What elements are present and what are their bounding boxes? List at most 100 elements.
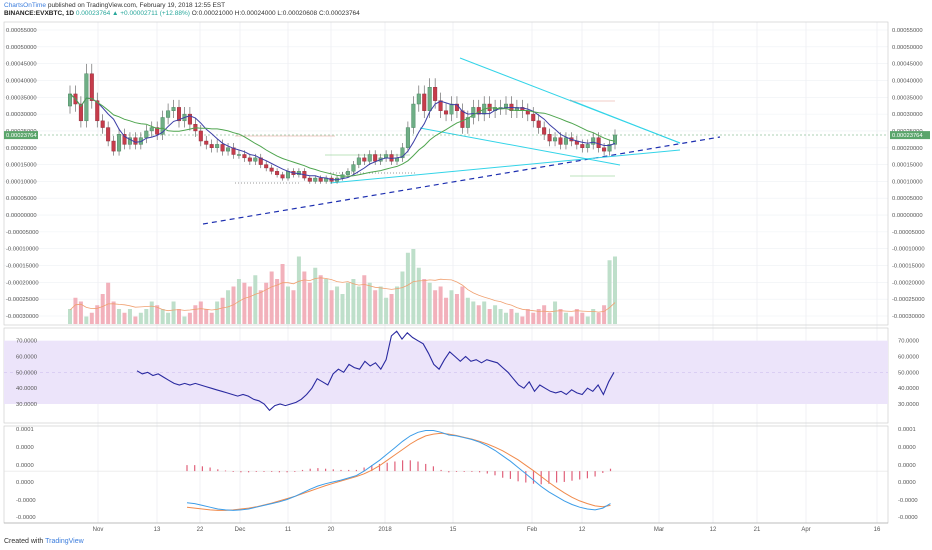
candle-body [596,137,601,148]
candle-body [558,137,563,145]
volume-bar [318,275,323,324]
volume-bar [433,290,438,324]
volume-bar [307,282,312,324]
macd-tick-label-left: -0.0000 [16,515,36,521]
candle-body [411,103,416,128]
price-tick-label-left: -0.00015000 [6,264,39,270]
time-tick-label: 16 [874,527,881,533]
macd-tick-label-left: 0.0000 [16,480,34,486]
volume-bar [182,316,187,324]
macd-tick-label: 0.0000 [898,445,916,451]
price-tick-label: -0.00020000 [892,280,925,286]
volume-bar [563,312,568,324]
time-tick-label: 2018 [378,527,392,533]
volume-bar [476,305,481,324]
macd-histogram-bar [325,468,327,472]
macd-histogram-bar [432,466,434,472]
time-axis: Nov 13 22 Dec 11 20 2018 15 Feb 12 Mar 12 21 Apr 16 [93,527,881,533]
macd-histogram-bar [278,471,280,473]
volume-bar [122,312,127,324]
macd-histogram-bar [240,471,242,473]
volume-bar [204,309,209,324]
pane-frame-3 [3,425,889,524]
candle-body [585,144,590,148]
macd-line [186,430,611,511]
macd-histogram-bar [463,471,465,472]
volume-bar [160,309,165,324]
candle-body [122,134,127,145]
macd-histogram-bar [402,460,404,472]
macd-histogram-bar [471,471,473,472]
macd-histogram-bar [586,471,588,479]
candle-body [504,103,509,108]
macd-histogram-bar [378,463,381,472]
candle-body [204,140,209,145]
pane-frame-1 [3,21,889,326]
volume-bar [373,290,378,324]
rsi-tick-label: 50.0000 [898,370,919,376]
volume-bar [509,309,514,324]
candle-body [242,154,247,159]
tradingview-logo-link[interactable]: TradingView [45,538,84,545]
volume-bar [68,309,72,324]
macd-tick-label: -0.0000 [898,498,918,504]
rsi-tick-label: 70.0000 [898,339,919,345]
time-tick-label: Feb [527,527,538,533]
macd-tick-label: 0.0001 [898,427,916,433]
volume-bar [253,275,258,324]
rsi-line [136,330,615,412]
candle-body [280,174,285,179]
volume-bar [166,312,171,324]
chart-header: ChartsOnTime published on TradingView.co… [4,2,904,18]
volume-bar [291,290,296,324]
volume-bar [553,301,558,324]
price-tick-label: -0.00030000 [892,314,925,320]
candle-body [215,144,220,148]
volume-bar [536,309,541,324]
volume-bar [471,301,476,324]
macd-histogram-bar [271,471,273,472]
last-price-label: 0.00023764 [892,133,923,139]
volume-bar [384,297,389,324]
created-with-text: Created with [4,538,44,545]
macd-histogram-bar [224,470,227,472]
volume-bar [242,282,247,324]
volume-bar [117,309,122,324]
volume-bar [220,297,225,324]
macd-histogram-bar [301,469,304,472]
volume-bar [596,312,601,324]
wedge-inner-line [569,99,681,144]
volume-bar [395,286,399,324]
macd-tick-label: -0.0000 [898,515,918,521]
volume-bar [498,309,503,324]
volume-bar [449,290,454,324]
candle-body [345,171,350,175]
macd-histogram-bar [286,471,288,473]
time-tick-label: 13 [154,527,161,533]
candle-body [264,164,269,169]
grid-lines [4,22,888,523]
candle-body [460,110,465,128]
candle-body [405,127,410,148]
macd-indicator [4,430,888,511]
candle-body [471,107,476,118]
rsi-tick-label-left: 60.0000 [16,355,37,361]
macd-histogram-bar [540,471,542,485]
price-tick-label: 0.00040000 [892,78,923,84]
volume-bar [345,282,350,324]
price-tick-label-left: 0.00050000 [6,45,37,51]
macd-histogram-bar [309,468,311,472]
candle-body [384,154,389,159]
macd-histogram-bar [609,468,612,472]
price-tick-label: 0.00015000 [892,163,923,169]
rsi-band [4,340,888,404]
candle-body [220,144,225,152]
volume-bar [286,286,290,324]
candle-body [236,154,241,156]
volume-bar [444,297,449,324]
publisher-link[interactable]: ChartsOnTime [4,2,47,9]
macd-histogram-bar [255,471,257,472]
candle-body [373,154,378,162]
macd-histogram-bar [371,465,373,472]
